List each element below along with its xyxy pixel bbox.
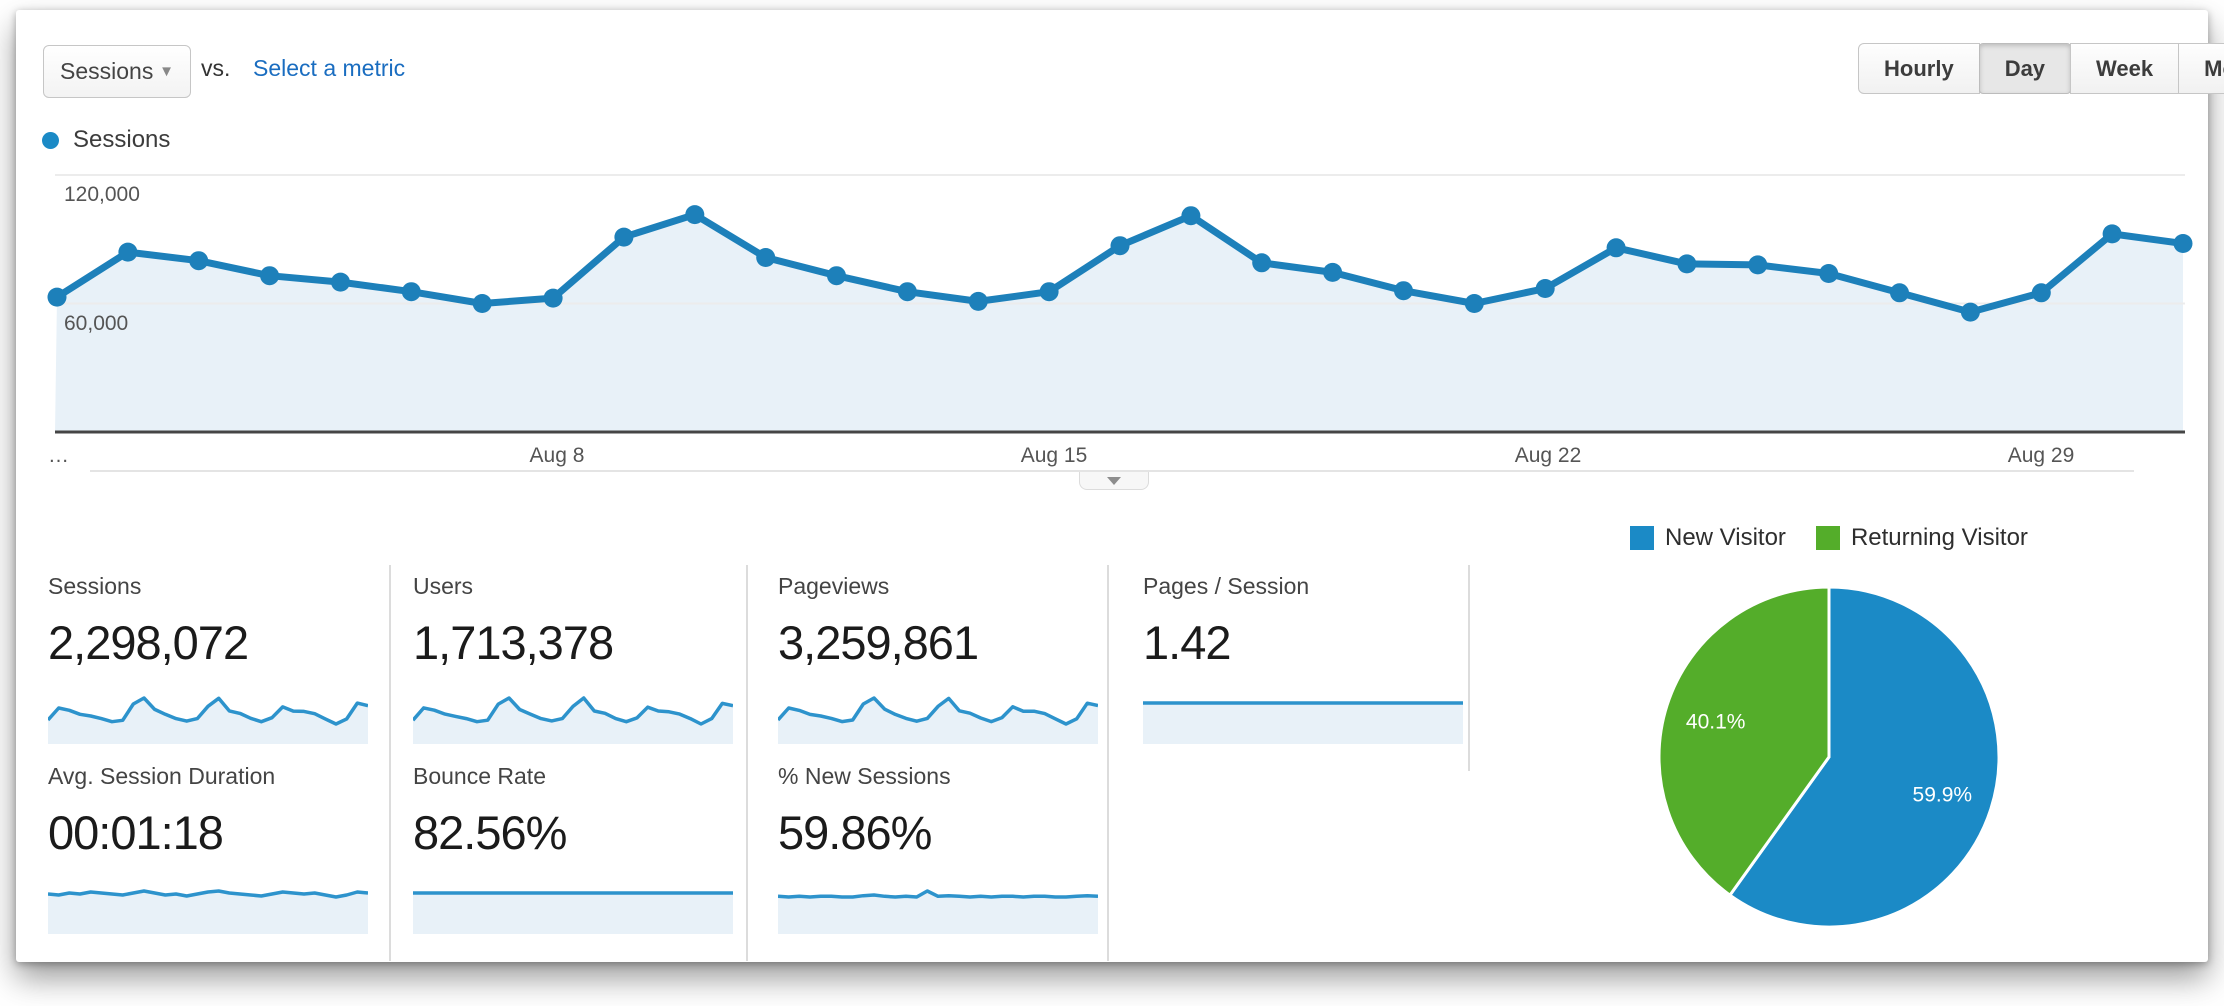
metric-label: Users [413, 573, 474, 599]
metric-card-pageviews: Pageviews 3,259,861 [778, 573, 1118, 744]
y-axis-tick-120000: 120,000 [64, 183, 140, 206]
metric-value: 59.86% [778, 806, 932, 859]
visitor-type-legend: New Visitor Returning Visitor [1630, 524, 2028, 552]
svg-text:40.1%: 40.1% [1686, 711, 1746, 734]
x-axis-tick-aug22: Aug 22 [1514, 444, 1582, 467]
metric-sparkline [778, 889, 1098, 934]
granularity-week-button[interactable]: Week [2070, 43, 2180, 94]
x-axis-tick-aug29: Aug 29 [2007, 444, 2075, 467]
metric-value: 3,259,861 [778, 616, 979, 669]
granularity-hourly-button[interactable]: Hourly [1858, 43, 1980, 94]
metric-sparkline [413, 891, 733, 934]
card-divider [1107, 565, 1109, 771]
metric-value: 82.56% [413, 806, 567, 859]
x-axis-tick-aug15: Aug 15 [1020, 444, 1088, 467]
metric-sparkline [48, 889, 368, 934]
metric-value: 00:01:18 [48, 806, 224, 859]
sessions-line-chart[interactable] [0, 150, 2224, 450]
returning-visitor-label: Returning Visitor [1850, 524, 2028, 551]
svg-text:59.9%: 59.9% [1913, 783, 1973, 806]
x-axis-tick-ellipsis: … [48, 444, 69, 467]
metric-card-percent-new-sessions: % New Sessions 59.86% [778, 763, 1118, 934]
chart-footer-divider [90, 470, 2134, 472]
metric-selector-dropdown[interactable]: Sessions ▼ [43, 45, 191, 98]
card-divider [746, 755, 748, 961]
granularity-day-button[interactable]: Day [1978, 43, 2072, 94]
metric-label: Bounce Rate [413, 763, 546, 789]
vs-label: vs. [201, 55, 231, 81]
card-divider [746, 565, 748, 771]
metric-value: 2,298,072 [48, 616, 249, 669]
metric-sparkline [48, 696, 368, 744]
granularity-month-button[interactable]: Month [2178, 43, 2224, 94]
y-axis-tick-60000: 60,000 [64, 312, 129, 335]
metric-label: Sessions [48, 573, 142, 599]
metric-sparkline [1143, 701, 1463, 744]
new-visitor-swatch-icon [1630, 526, 1654, 550]
metric-card-avg-session-duration: Avg. Session Duration 00:01:18 [48, 763, 388, 934]
collapse-arrow-icon [1107, 476, 1121, 485]
metric-card-sessions: Sessions 2,298,072 [48, 573, 388, 744]
legend-item-returning-visitor: Returning Visitor [1815, 524, 2028, 552]
metric-selector-label: Sessions [60, 58, 154, 84]
legend-item-new-visitor: New Visitor [1630, 524, 1786, 552]
metric-label: % New Sessions [778, 763, 951, 789]
card-divider [1107, 755, 1109, 961]
metric-sparkline [413, 696, 733, 744]
sessions-legend-dot-icon [42, 131, 59, 149]
granularity-button-group: Hourly Day Week Month [1858, 43, 2224, 94]
metric-label: Avg. Session Duration [48, 763, 276, 789]
new-visitor-label: New Visitor [1665, 524, 1786, 551]
metric-label: Pageviews [778, 573, 890, 599]
metric-sparkline [778, 696, 1098, 744]
select-a-metric-link[interactable]: Select a metric [253, 55, 406, 81]
chart-legend: Sessions [42, 126, 170, 154]
metric-card-pages-per-session: Pages / Session 1.42 [1143, 573, 1483, 744]
metric-card-bounce-rate: Bounce Rate 82.56% [413, 763, 753, 934]
metric-value: 1,713,378 [413, 616, 614, 669]
metric-label: Pages / Session [1143, 573, 1310, 599]
visitor-type-pie-chart[interactable]: 59.9% 40.1% [1629, 557, 2029, 957]
x-axis-tick-aug8: Aug 8 [529, 444, 585, 467]
card-divider [1468, 565, 1470, 771]
collapse-graph-tab[interactable] [1079, 472, 1149, 490]
metric-card-users: Users 1,713,378 [413, 573, 753, 744]
sessions-legend-label: Sessions [73, 126, 171, 153]
returning-visitor-swatch-icon [1815, 526, 1840, 550]
chevron-down-icon: ▼ [159, 63, 174, 80]
card-divider [389, 755, 391, 961]
metric-value: 1.42 [1143, 616, 1231, 669]
card-divider [389, 565, 391, 771]
